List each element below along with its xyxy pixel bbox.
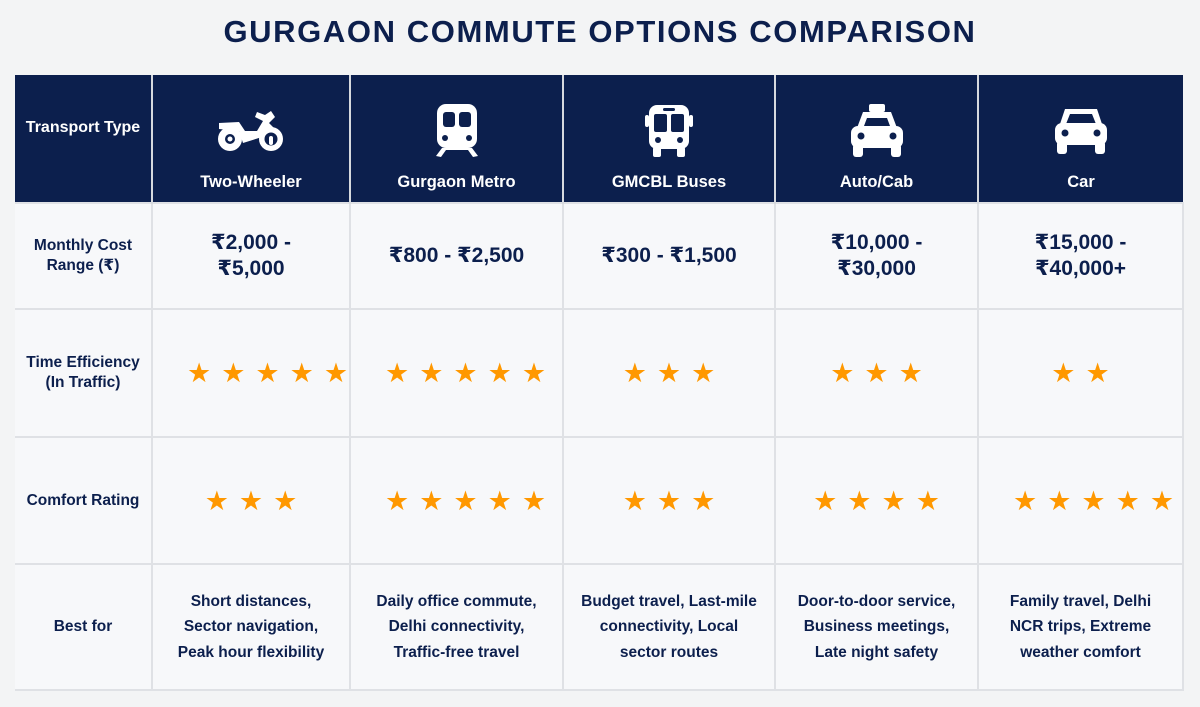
star-rating-time-gmcbl-buses: ★★★ (562, 308, 776, 438)
row-label-best-for: Best for (15, 563, 153, 691)
page-title: GURGAON COMMUTE OPTIONS COMPARISON (223, 14, 977, 49)
table-row-time-efficiency: Time Efficiency (In Traffic) ★★★★★ ★★★★★… (15, 308, 1184, 438)
star-rating-time-gurgaon-metro: ★★★★★ (349, 308, 564, 438)
star-rating-comfort-gurgaon-metro: ★★★★★ (349, 436, 564, 565)
star-rating-comfort-auto-cab: ★★★★ (774, 436, 979, 565)
header-row: Transport Type Two-Wheeler (15, 75, 1183, 203)
row-label-comfort-rating: Comfort Rating (15, 436, 153, 565)
best-for-auto-cab: Door-to-door service, Business meetings,… (774, 563, 979, 691)
star-rating-comfort-gmcbl-buses: ★★★ (562, 436, 776, 565)
car-icon (979, 101, 1183, 161)
row-label-time-efficiency: Time Efficiency (In Traffic) (15, 308, 153, 438)
star-rating-time-two-wheeler: ★★★★★ (151, 308, 351, 438)
column-label: Gurgaon Metro (397, 173, 516, 191)
bus-icon (564, 101, 774, 161)
best-for-gurgaon-metro: Daily office commute, Delhi connectivity… (349, 563, 564, 691)
best-for-car: Family travel, Delhi NCR trips, Extreme … (977, 563, 1184, 691)
corner-header: Transport Type (15, 75, 152, 203)
motorcycle-icon (153, 101, 349, 161)
table-row-best-for: Best for Short distances, Sector navigat… (15, 563, 1184, 691)
column-label: Car (1067, 173, 1095, 191)
taxi-icon (776, 101, 977, 161)
column-label: GMCBL Buses (611, 173, 727, 191)
star-rating-time-car: ★★ (977, 308, 1184, 438)
table-row-monthly-cost: Monthly Cost Range (₹) ₹2,000 - ₹5,000 ₹… (15, 202, 1184, 310)
star-rating-time-auto-cab: ★★★ (774, 308, 979, 438)
cost-car: ₹15,000 - ₹40,000+ (977, 202, 1184, 310)
column-header-two-wheeler: Two-Wheeler (151, 75, 350, 203)
cost-gurgaon-metro: ₹800 - ₹2,500 (349, 202, 564, 310)
best-for-two-wheeler: Short distances, Sector navigation, Peak… (151, 563, 351, 691)
table-row-comfort-rating: Comfort Rating ★★★ ★★★★★ ★★★ ★★★★ ★★★★★ (15, 436, 1184, 565)
column-header-gurgaon-metro: Gurgaon Metro (349, 75, 563, 203)
cost-auto-cab: ₹10,000 - ₹30,000 (774, 202, 979, 310)
cost-gmcbl-buses: ₹300 - ₹1,500 (562, 202, 776, 310)
column-header-gmcbl-buses: GMCBL Buses (562, 75, 775, 203)
row-label-monthly-cost: Monthly Cost Range (₹) (15, 202, 153, 310)
column-header-auto-cab: Auto/Cab (774, 75, 978, 203)
star-rating-comfort-car: ★★★★★ (977, 436, 1184, 565)
cost-two-wheeler: ₹2,000 - ₹5,000 (151, 202, 351, 310)
best-for-gmcbl-buses: Budget travel, Last-mile connectivity, L… (562, 563, 776, 691)
comparison-table: Transport Type Two-Wheeler (15, 75, 1184, 691)
metro-train-icon (351, 101, 562, 161)
column-label: Auto/Cab (839, 173, 914, 191)
column-header-car: Car (977, 75, 1183, 203)
column-label: Two-Wheeler (200, 173, 302, 191)
star-rating-comfort-two-wheeler: ★★★ (151, 436, 351, 565)
